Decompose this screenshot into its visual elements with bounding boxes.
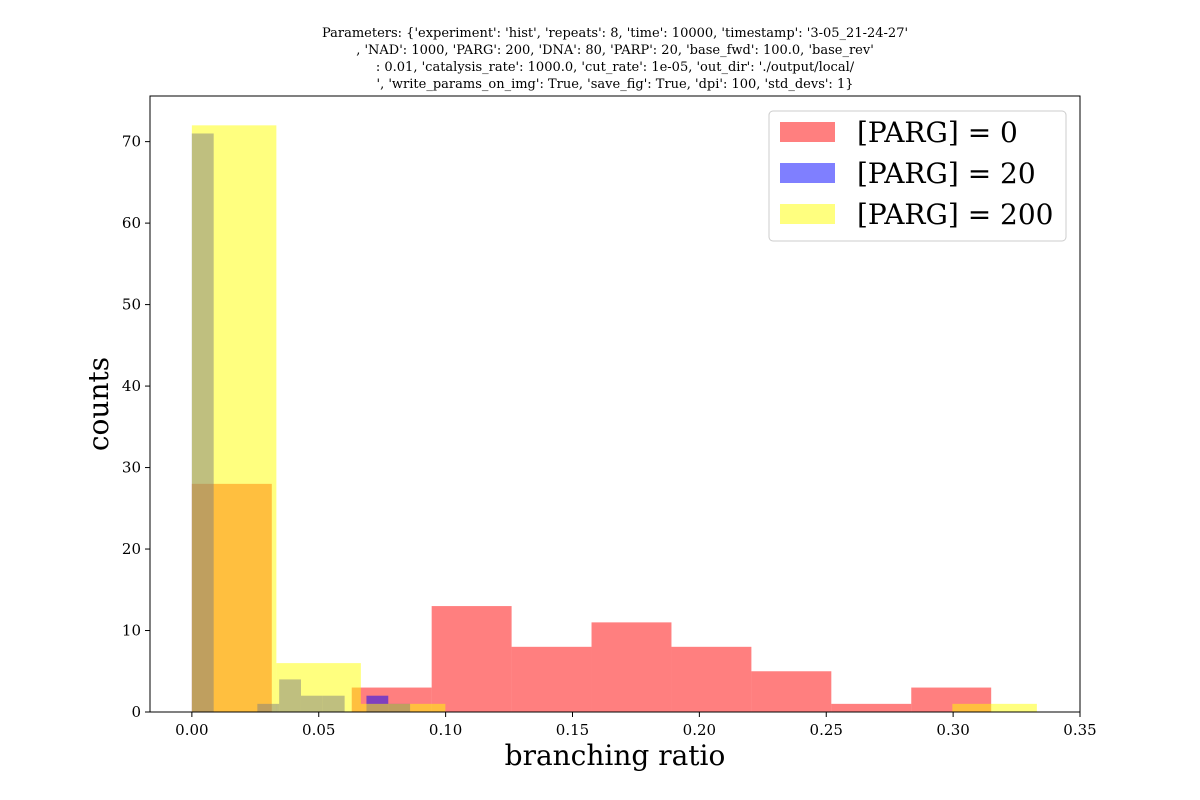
- histogram-bar: [511, 646, 592, 712]
- y-axis-ticks: 0 10 20 30 40 50 60 70: [122, 133, 150, 721]
- histogram-bar: [671, 646, 752, 712]
- histogram-bar: [591, 622, 672, 712]
- y-axis-label: counts: [82, 357, 115, 451]
- legend-swatch: [780, 163, 835, 183]
- y-tick-label: 0: [131, 703, 141, 721]
- title-line: : 0.01, 'catalysis_rate': 1000.0, 'cut_r…: [376, 60, 855, 75]
- x-tick-label: 0.10: [429, 721, 462, 739]
- legend-swatch: [780, 204, 835, 224]
- y-tick-label: 70: [122, 133, 141, 151]
- histogram-bar: [831, 703, 912, 712]
- x-axis-label: branching ratio: [505, 739, 726, 772]
- x-tick-label: 0.15: [556, 721, 589, 739]
- x-tick-label: 0.20: [683, 721, 716, 739]
- x-axis-ticks: 0.00 0.05 0.10 0.15 0.20 0.25 0.30 0.35: [175, 712, 1097, 739]
- histogram-bar: [360, 703, 446, 712]
- y-tick-label: 60: [122, 214, 141, 232]
- plot-frame: [149, 95, 1081, 713]
- title-line: ', 'write_params_on_img': True, 'save_fi…: [377, 77, 854, 92]
- legend-label: [PARG] = 200: [857, 198, 1054, 231]
- legend-swatch: [780, 122, 835, 142]
- x-tick-label: 0.25: [810, 721, 843, 739]
- legend-label: [PARG] = 20: [857, 157, 1036, 190]
- y-tick-label: 50: [122, 296, 141, 314]
- legend: [PARG] = 0 [PARG] = 20 [PARG] = 200: [768, 110, 1067, 242]
- x-tick-label: 0.30: [936, 721, 969, 739]
- y-tick-label: 20: [122, 540, 141, 558]
- y-tick-label: 10: [122, 622, 141, 640]
- legend-box: [768, 110, 1067, 242]
- title-line: , 'NAD': 1000, 'PARG': 200, 'DNA': 80, '…: [356, 43, 874, 58]
- x-tick-label: 0.00: [175, 721, 208, 739]
- histogram-bar: [431, 606, 512, 712]
- legend-label: [PARG] = 0: [857, 116, 1018, 149]
- chart-title: Parameters: {'experiment': 'hist', 'repe…: [322, 26, 908, 92]
- x-tick-label: 0.05: [302, 721, 335, 739]
- histogram-bar: [751, 671, 832, 712]
- histogram-bar: [191, 125, 277, 713]
- histogram-bar: [276, 663, 361, 712]
- y-tick-label: 30: [122, 459, 141, 477]
- histogram-bars: [191, 125, 1037, 713]
- title-line: Parameters: {'experiment': 'hist', 'repe…: [322, 26, 908, 41]
- x-tick-label: 0.35: [1063, 721, 1096, 739]
- y-tick-label: 40: [122, 377, 141, 395]
- histogram-bar: [952, 703, 1037, 712]
